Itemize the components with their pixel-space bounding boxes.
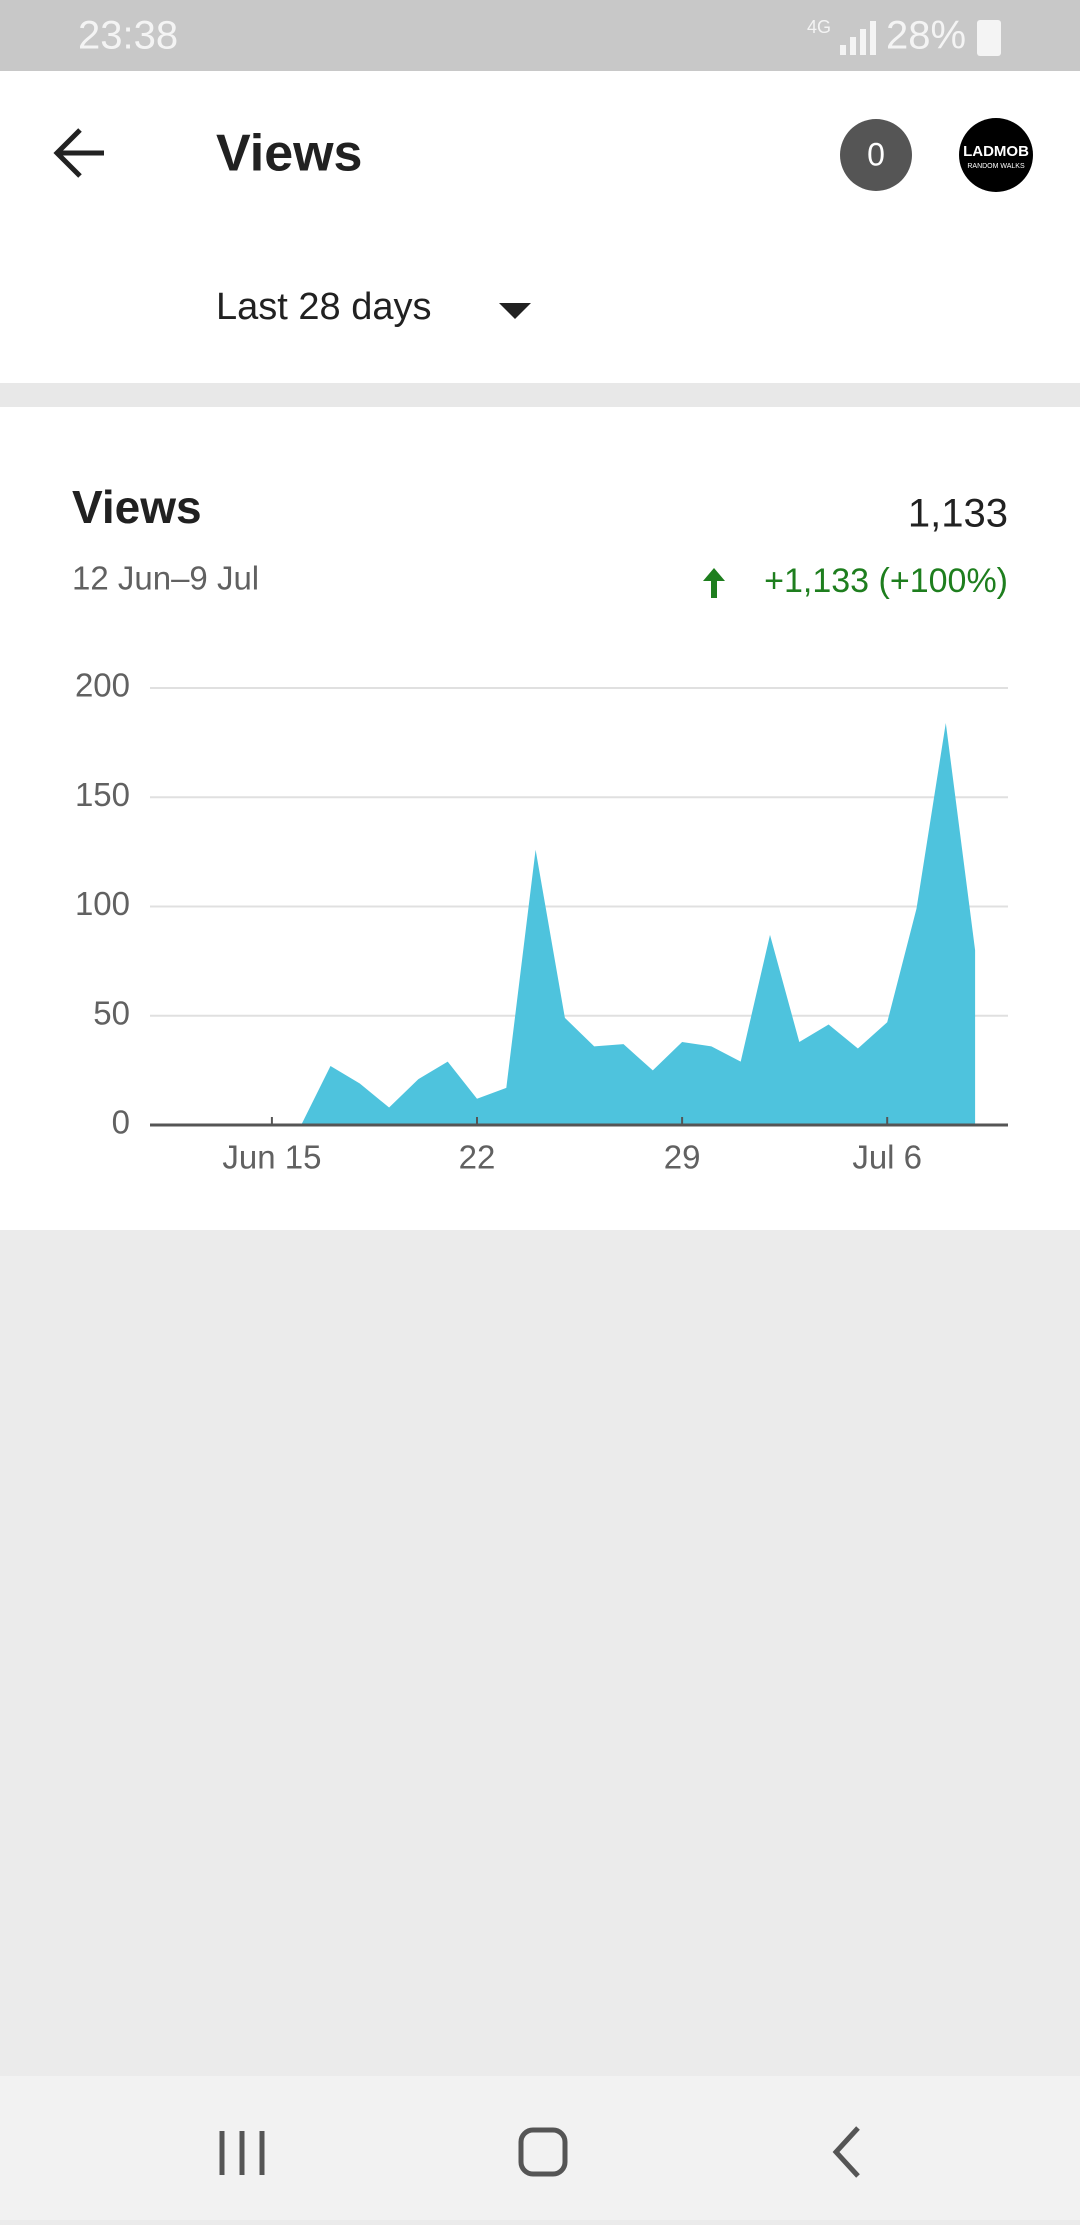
- back-button[interactable]: [53, 128, 104, 178]
- y-tick-label: 0: [112, 1104, 130, 1141]
- status-bar: [0, 0, 1080, 71]
- nav-bar: [0, 2076, 1080, 2220]
- x-tick-label: 22: [459, 1139, 496, 1176]
- home-button[interactable]: [518, 2127, 568, 2177]
- plot: 0 50 100 150 200 Jun 15 22 29 Jul 6: [75, 667, 1008, 1176]
- network: 4G: [807, 17, 831, 37]
- x-tick-label: Jun 15: [222, 1139, 321, 1176]
- y-tick-label: 200: [75, 667, 130, 704]
- header: [0, 71, 1080, 383]
- recent-apps[interactable]: [219, 2131, 265, 2175]
- chart-subtitle: 12 Jun–9 Jul: [72, 560, 259, 597]
- total: 1,133: [908, 492, 1008, 536]
- badge[interactable]: [840, 119, 912, 191]
- avatar-subtext: RANDOM WALKS: [967, 163, 1025, 170]
- y-tick-label: 50: [93, 994, 130, 1031]
- y-tick-label: 150: [75, 776, 130, 813]
- change-arrow: [703, 568, 725, 598]
- time: 23:38: [78, 14, 178, 58]
- chart-title: Views: [72, 481, 202, 533]
- nav-back[interactable]: [832, 2126, 860, 2178]
- x-tick-label: 29: [664, 1139, 701, 1176]
- dropdown-arrow[interactable]: [499, 303, 531, 319]
- signal-icon: [840, 21, 876, 55]
- page-title: Views: [216, 125, 362, 183]
- area: [184, 722, 976, 1125]
- battery-icon: [977, 20, 1001, 56]
- avatar[interactable]: [959, 118, 1033, 192]
- battery: 28%: [886, 14, 966, 58]
- avatar-text: LADMOB: [963, 143, 1029, 160]
- separator: [0, 383, 1080, 407]
- y-tick-label: 100: [75, 885, 130, 922]
- badge-count: 0: [867, 136, 885, 172]
- date-filter[interactable]: Last 28 days: [216, 286, 431, 328]
- x-tick-label: Jul 6: [852, 1139, 922, 1176]
- change: +1,133 (+100%): [764, 562, 1008, 600]
